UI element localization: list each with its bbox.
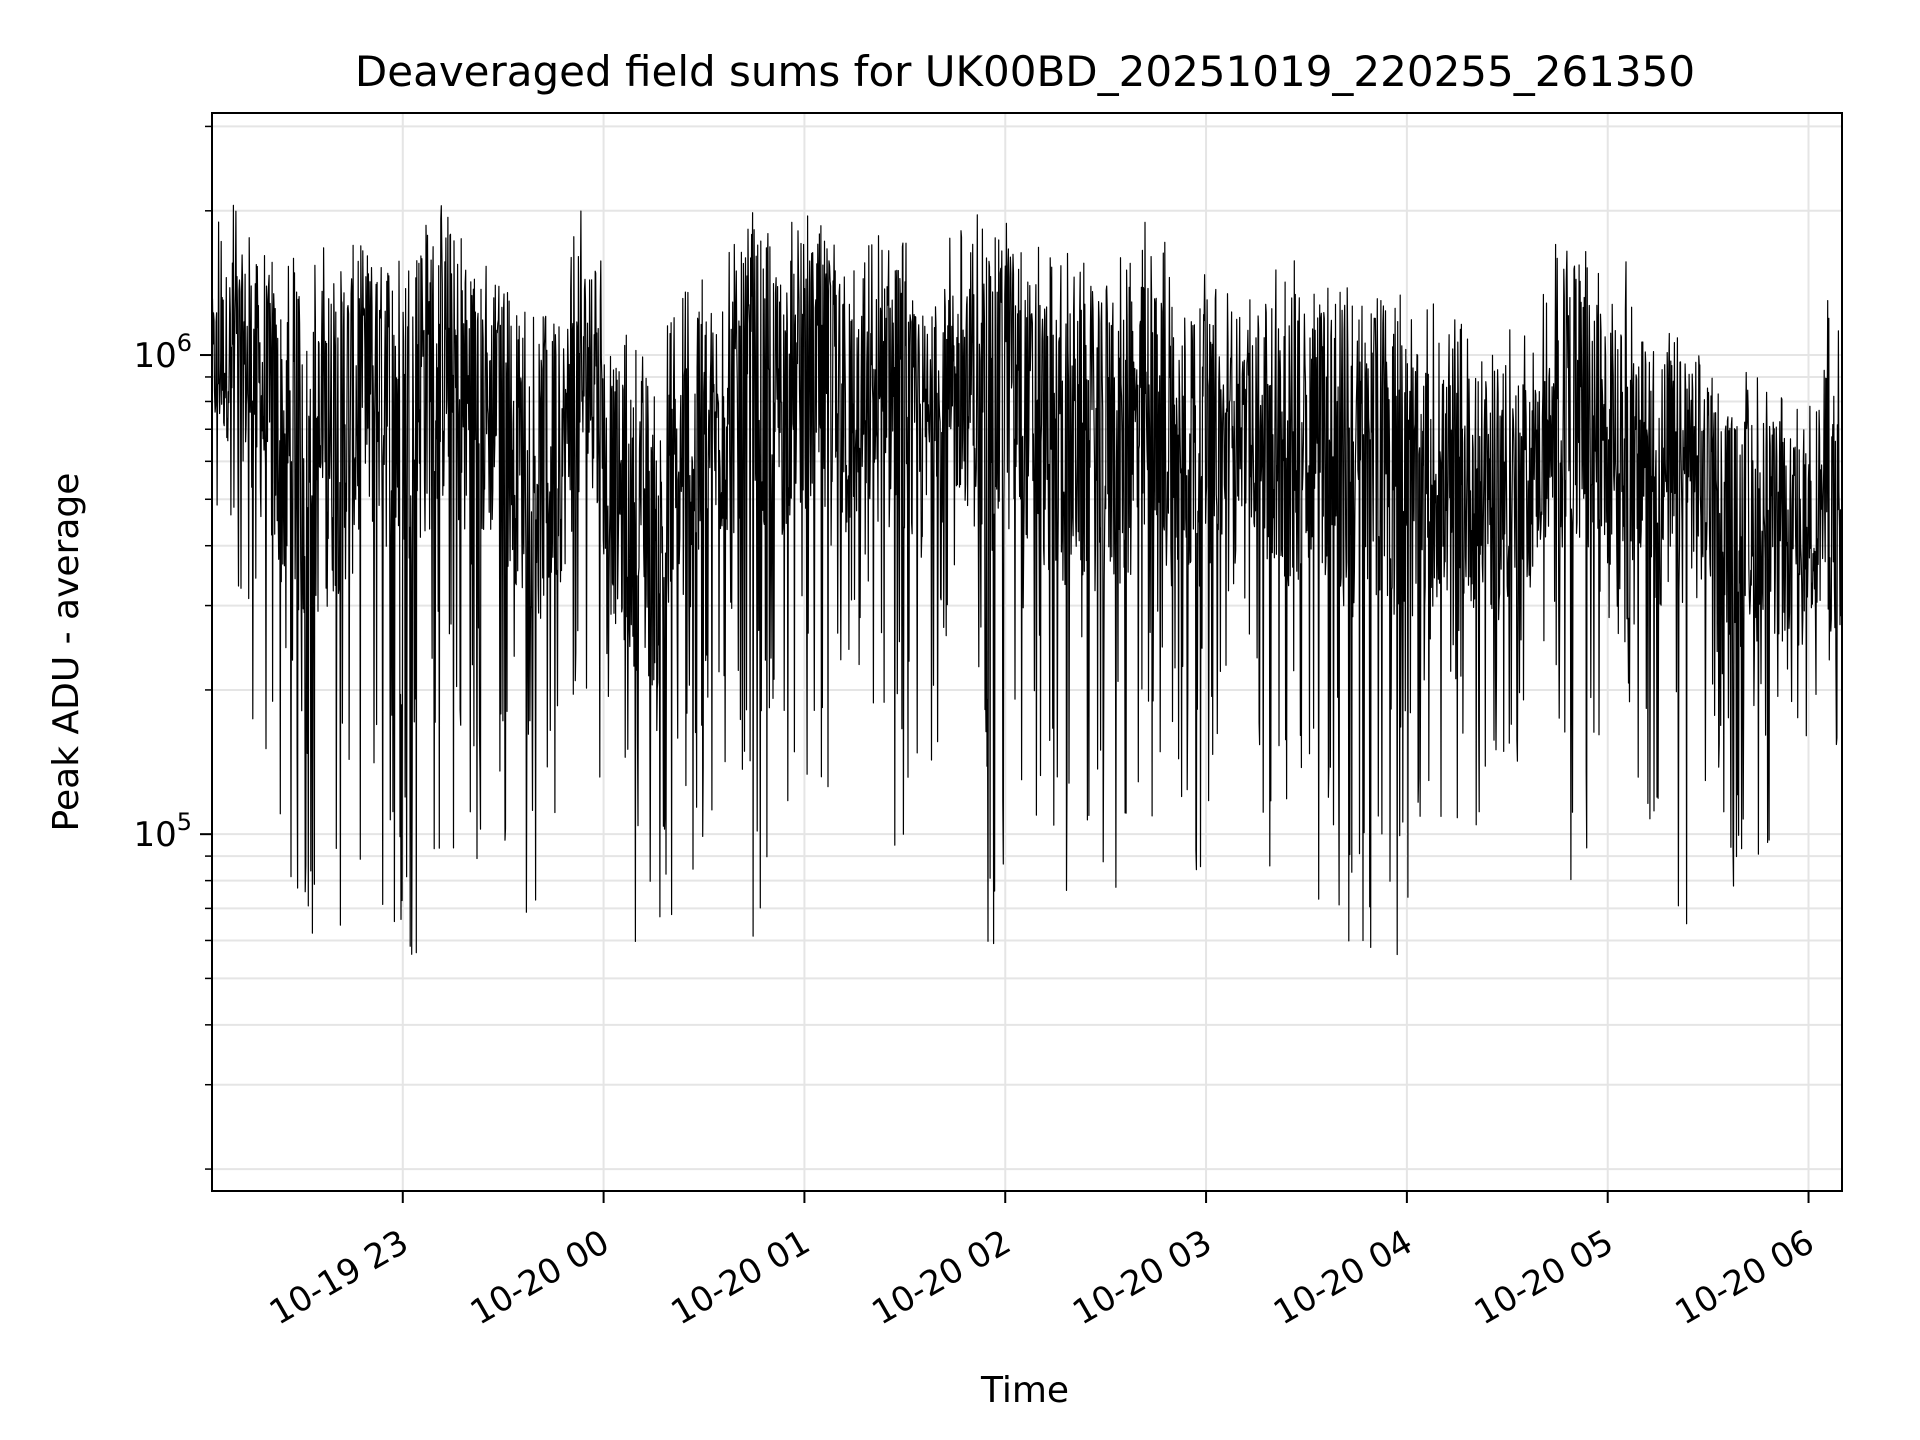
y-axis-label: Peak ADU - average <box>46 473 87 832</box>
y-tick-base: 10 <box>133 815 176 855</box>
chart-title: Deaveraged field sums for UK00BD_2025101… <box>355 47 1695 96</box>
series-line <box>211 204 1843 956</box>
y-tick-exponent: 5 <box>177 808 192 836</box>
y-tick-exponent: 6 <box>177 329 192 357</box>
plot-frame <box>211 112 1843 1192</box>
y-tick-label: 106 <box>133 329 192 376</box>
data-series <box>211 204 1843 956</box>
y-tick-label: 105 <box>133 808 192 855</box>
y-tick-base: 10 <box>133 336 176 376</box>
x-axis-label: Time <box>980 1370 1069 1411</box>
